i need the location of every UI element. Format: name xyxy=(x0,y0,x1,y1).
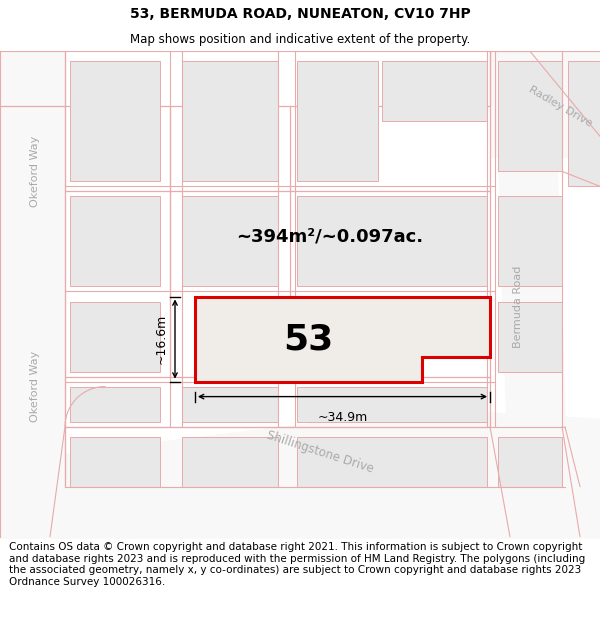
Polygon shape xyxy=(0,409,600,539)
Text: Shillingstone Drive: Shillingstone Drive xyxy=(265,428,375,475)
Polygon shape xyxy=(70,301,160,372)
Polygon shape xyxy=(70,387,160,422)
Text: Okeford Way: Okeford Way xyxy=(30,351,40,423)
Polygon shape xyxy=(498,437,562,487)
Polygon shape xyxy=(568,61,600,186)
Text: Bermuda Road: Bermuda Road xyxy=(513,266,523,348)
Polygon shape xyxy=(70,61,160,181)
Polygon shape xyxy=(297,61,378,181)
Polygon shape xyxy=(498,196,562,286)
Text: 53, BERMUDA ROAD, NUNEATON, CV10 7HP: 53, BERMUDA ROAD, NUNEATON, CV10 7HP xyxy=(130,8,470,21)
Text: ~16.6m: ~16.6m xyxy=(155,314,167,364)
Polygon shape xyxy=(70,196,160,286)
Polygon shape xyxy=(182,61,278,181)
Polygon shape xyxy=(195,296,490,382)
Polygon shape xyxy=(498,61,562,171)
Text: Radley Drive: Radley Drive xyxy=(527,84,593,129)
Polygon shape xyxy=(495,51,570,539)
Polygon shape xyxy=(382,61,487,121)
Polygon shape xyxy=(297,437,487,487)
Text: 53: 53 xyxy=(283,322,334,356)
Polygon shape xyxy=(297,387,487,422)
Polygon shape xyxy=(182,437,278,487)
Polygon shape xyxy=(182,387,278,422)
Text: Map shows position and indicative extent of the property.: Map shows position and indicative extent… xyxy=(130,34,470,46)
Polygon shape xyxy=(490,51,600,158)
Text: Okeford Way: Okeford Way xyxy=(30,136,40,207)
Polygon shape xyxy=(297,196,487,286)
Polygon shape xyxy=(70,437,160,487)
Text: ~34.9m: ~34.9m xyxy=(317,411,368,424)
Text: ~394m²/~0.097ac.: ~394m²/~0.097ac. xyxy=(236,228,424,246)
Text: Contains OS data © Crown copyright and database right 2021. This information is : Contains OS data © Crown copyright and d… xyxy=(9,542,585,587)
Polygon shape xyxy=(182,196,278,286)
Polygon shape xyxy=(498,301,562,372)
Polygon shape xyxy=(0,51,65,539)
